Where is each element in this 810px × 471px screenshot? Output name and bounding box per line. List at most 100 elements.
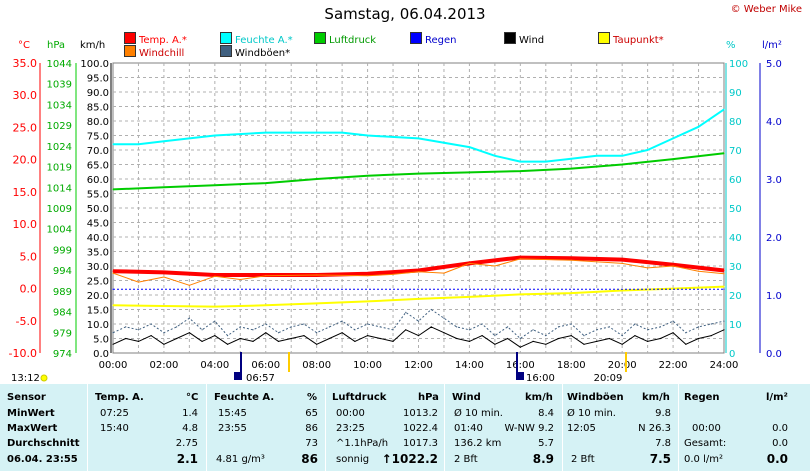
wind-tick-label: 55.0 (87, 190, 109, 201)
humidity-tick-label: 50 (729, 204, 742, 215)
temp-tick-label: 10.0 (13, 218, 38, 231)
data-point (417, 271, 420, 273)
legend-item-wind[interactable]: Wind (504, 32, 544, 46)
temp-tick-label: 25.0 (13, 121, 38, 134)
wind-tick-label: 75.0 (87, 132, 109, 143)
data-point (366, 275, 369, 277)
pressure-tick-label: 974 (53, 349, 72, 360)
sunrise-icon (234, 372, 242, 380)
data-point (252, 329, 254, 331)
wind-tick-label: 80.0 (87, 117, 109, 128)
legend-item-humidity[interactable]: Feuchte A.* (220, 32, 293, 46)
copyright-label[interactable]: © Weber Mike (730, 4, 802, 15)
data-point (417, 298, 420, 300)
data-point (366, 323, 369, 325)
data-point (723, 273, 725, 275)
temp-tick-label: 35.0 (13, 57, 38, 70)
cell: 23:55 (218, 423, 247, 434)
data-point (710, 117, 712, 119)
temp-tick-label: 20.0 (13, 154, 38, 167)
legend-label: Windchill (139, 48, 185, 59)
data-point (226, 343, 229, 345)
data-point (214, 275, 216, 277)
data-point (519, 161, 521, 163)
data-point (468, 262, 471, 265)
data-point (366, 273, 369, 275)
data-point (570, 168, 572, 170)
x-tick-label: 06:00 (251, 360, 280, 371)
temp-tick-label: 5.0 (20, 250, 38, 263)
cell: 65 (305, 408, 318, 419)
cell: 9.8 (655, 408, 671, 419)
humidity-tick-label: 40 (729, 233, 742, 244)
data-point (697, 337, 700, 340)
data-point (290, 326, 292, 328)
cell: 4.8 (182, 423, 198, 434)
humidity-tick-label: 10 (729, 320, 742, 331)
wind-tick-label: 50.0 (87, 204, 109, 215)
legend-item-gusts[interactable]: Windböen* (220, 45, 290, 59)
data-point (519, 337, 521, 340)
data-point (519, 257, 521, 259)
data-point (570, 257, 572, 259)
cell: Ø 10 min. (454, 408, 503, 419)
data-point (112, 304, 114, 306)
data-point (366, 300, 369, 303)
legend-item-dewpoint[interactable]: Taupunkt* (598, 32, 664, 46)
header-rain: Regen (684, 392, 720, 403)
data-point (723, 152, 725, 154)
rain-tick-label: 5.0 (766, 59, 782, 70)
data-point (328, 326, 330, 328)
cell: N 26.3 (638, 423, 671, 434)
row-label: MinWert (7, 408, 55, 419)
pressure-unit-label: hPa (47, 40, 66, 51)
data-point (150, 335, 152, 337)
left-time-label: 13:12 (11, 373, 40, 384)
data-point (366, 175, 369, 177)
x-tick-label: 14:00 (455, 360, 484, 371)
data-point (507, 337, 509, 340)
data-point (316, 302, 318, 304)
data-point (608, 337, 611, 340)
data-point (226, 335, 229, 337)
data-point (557, 337, 560, 340)
wind-tick-label: 65.0 (87, 161, 109, 172)
cell: ^1.1hPa/h (336, 438, 389, 449)
humidity-tick-label: 20 (729, 291, 742, 302)
weather-chart: 35.030.025.020.015.010.05.00.0-5.0-10.01… (9, 57, 782, 384)
data-point (507, 326, 509, 328)
cell: 8.9 (532, 452, 554, 466)
header-humidity-unit: % (307, 392, 318, 403)
data-point (290, 132, 292, 134)
sunset-time-label: 20:09 (594, 373, 623, 384)
legend-item-temp[interactable]: Temp. A.* (124, 32, 187, 46)
legend-item-pressure[interactable]: Luftdruck (314, 32, 376, 46)
temp-tick-label: 15.0 (13, 186, 38, 199)
legend-item-rain[interactable]: Regen (410, 32, 457, 46)
x-tick-label: 16:00 (506, 360, 535, 371)
table-row: MaxWert 15:40 4.8 23:55 86 23:25 1022.4 … (0, 421, 810, 436)
header-sensor: Sensor (7, 392, 46, 403)
data-point (137, 281, 140, 283)
header-wind-unit: km/h (525, 392, 553, 403)
x-tick-label: 18:00 (557, 360, 586, 371)
data-point (417, 320, 420, 322)
legend-swatch (504, 32, 516, 44)
data-point (697, 270, 700, 272)
legend-item-windchill[interactable]: Windchill (124, 45, 184, 59)
header-pressure-unit: hPa (418, 392, 439, 403)
pressure-tick-label: 1019 (47, 163, 72, 174)
data-point (366, 134, 369, 137)
data-point (710, 335, 712, 337)
data-point (672, 332, 674, 334)
cell: 01:40 (454, 423, 483, 434)
cell: 0.0 (772, 438, 788, 449)
data-point (239, 337, 241, 340)
pressure-tick-label: 999 (53, 245, 72, 256)
data-point (392, 273, 394, 275)
cell: 4.81 g/m³ (216, 454, 265, 465)
data-point (519, 170, 521, 172)
x-tick-label: 10:00 (353, 360, 382, 371)
legend-swatch (124, 32, 136, 44)
wind-tick-label: 15.0 (87, 306, 109, 317)
